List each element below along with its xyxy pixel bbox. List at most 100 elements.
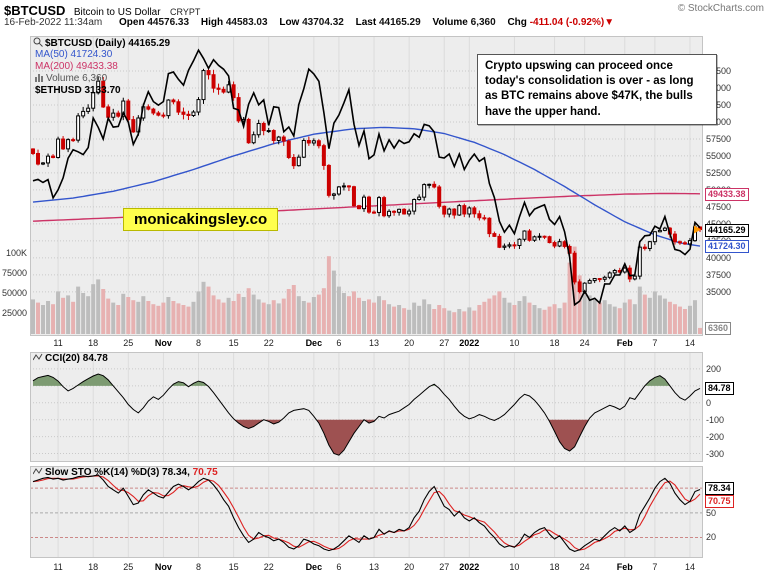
chg-label: Chg: [507, 17, 527, 28]
sto-panel: Slow STO %K(14) %D(3) 78.34, 70.75: [30, 466, 703, 558]
last-value-badge: 44165.29: [705, 223, 749, 237]
x-axis-label: 15: [228, 562, 239, 572]
datetime: 16-Feb-2022 11:34am: [4, 17, 103, 28]
x-axis-label: 7: [652, 562, 658, 572]
header: $BTCUSD Bitcoin to US Dollar CRYPT © Sto…: [4, 2, 766, 20]
cci-axis-label: -200: [706, 431, 725, 442]
x-axis-label: 10: [509, 338, 520, 348]
x-axis-label: 24: [579, 338, 590, 348]
high-label: High: [200, 17, 224, 28]
sto-chart: [30, 466, 703, 558]
x-axis-label: 20: [404, 338, 415, 348]
price-axis-label: 35000: [706, 286, 732, 297]
x-axis-label: 18: [88, 338, 99, 348]
low-label: Low: [279, 17, 300, 28]
x-axis-label: 18: [549, 338, 560, 348]
price-panel: $BTCUSD (Daily) 44165.29 MA(50) 41724.30…: [30, 36, 717, 336]
x-axis-label: 25: [123, 338, 134, 348]
x-axis-label: 2022: [459, 562, 480, 572]
x-axis-label: 27: [439, 338, 450, 348]
volume-axis-label: 100K: [5, 248, 27, 258]
quote-chg: Chg -411.04 (-0.92%)▼: [507, 17, 614, 28]
indicator-icon: [32, 353, 43, 361]
price-chart: [30, 36, 703, 336]
copyright: © StockCharts.com: [677, 3, 764, 14]
x-axis-label: 22: [263, 562, 274, 572]
price-axis-label: 37500: [706, 269, 732, 280]
volume-axis-label: 25000: [1, 308, 27, 318]
symbol-name: Bitcoin to US Dollar: [73, 7, 161, 18]
x-axis-label: 6: [336, 562, 342, 572]
quote-low: Low 43704.32: [279, 17, 344, 28]
last-price-arrow-icon: [694, 225, 701, 234]
legend-ma50-text: MA(50) 41724.30: [35, 49, 113, 60]
price-axis-label: 62500: [706, 99, 732, 110]
x-axis-label: 25: [123, 562, 134, 572]
legend-volume-text: Volume 6,360: [46, 73, 108, 84]
legend-cci-text: CCI(20) 84.78: [45, 353, 108, 364]
symbol-title: $BTCUSD: [4, 3, 66, 18]
price-axis-label: 47500: [706, 201, 732, 212]
sto-axis-label: 50: [706, 507, 717, 518]
last-value-badge: 41724.30: [705, 240, 749, 254]
x-axis-label: 14: [684, 338, 695, 348]
chg-down-arrow-icon: ▼: [604, 17, 615, 28]
x-axis-label: 22: [263, 338, 274, 348]
x-axis-label: 13: [369, 338, 380, 348]
cci-last-badge: 84.78: [705, 382, 734, 396]
chg-value: -411.04 (-0.92%): [529, 17, 605, 28]
cci-axis-label: -300: [706, 448, 725, 459]
price-axis-label: 65000: [706, 82, 732, 93]
legend-volume: Volume 6,360: [35, 73, 107, 84]
open-label: Open: [119, 17, 145, 28]
last-value: 44165.29: [378, 17, 421, 28]
x-axis-label: 11: [53, 338, 63, 348]
volume-bars-icon: [35, 74, 43, 82]
cci-panel: CCI(20) 84.78: [30, 352, 703, 462]
high-value: 44583.03: [225, 17, 268, 28]
x-axis-label: 14: [684, 562, 695, 572]
x-axis-label: 8: [195, 338, 201, 348]
x-axis-label: 18: [549, 562, 560, 572]
low-value: 43704.32: [302, 17, 344, 28]
legend-symbol: $BTCUSD (Daily) 44165.29: [33, 37, 170, 49]
quote-last: Last 44165.29: [356, 17, 421, 28]
callout-annotation: Crypto upswing can proceed once today's …: [477, 54, 717, 125]
quote-open: Open 44576.33: [119, 17, 189, 28]
volume-label: Volume: [432, 17, 468, 28]
quote-bar: 16-Feb-2022 11:34am Open 44576.33 High 4…: [4, 17, 623, 28]
x-axis-label: 10: [509, 562, 520, 572]
quote-volume: Volume 6,360: [432, 17, 495, 28]
legend-ma200: MA(200) 49433.38: [35, 61, 118, 72]
price-axis-label: 57500: [706, 133, 732, 144]
price-axis-label: 67500: [706, 65, 732, 76]
sto-last-badge: 78.34: [705, 481, 734, 495]
legend-eth-text: $ETHUSD 3133.70: [35, 85, 121, 96]
x-axis-label: Nov: [154, 562, 172, 572]
x-axis-label: 20: [404, 562, 415, 572]
legend-cci: CCI(20) 84.78: [32, 353, 108, 364]
sto-axis-label: 20: [706, 532, 717, 543]
x-axis-label: 24: [579, 562, 590, 572]
x-axis-label: Nov: [154, 338, 172, 348]
x-axis-label: 2022: [459, 338, 480, 348]
x-axis-label: 6: [336, 338, 342, 348]
cci-axis-label: 0: [706, 397, 712, 408]
volume-value: 6,360: [470, 17, 496, 28]
x-axis-label: 27: [439, 562, 450, 572]
price-axis-label: 55000: [706, 150, 732, 161]
legend-sto: Slow STO %K(14) %D(3) 78.34, 70.75: [32, 467, 218, 478]
x-axis-label: Dec: [305, 338, 323, 348]
x-axis-label: Feb: [616, 338, 633, 348]
legend-eth: $ETHUSD 3133.70: [35, 85, 121, 96]
cci-chart: [30, 352, 703, 462]
cci-axis-label: -100: [706, 414, 725, 425]
volume-axis-label: 50000: [1, 288, 27, 298]
legend-ma50: MA(50) 41724.30: [35, 49, 112, 60]
watermark-annotation: monicakingsley.co: [123, 208, 279, 231]
x-axis-label: 7: [652, 338, 658, 348]
legend-ma200-text: MA(200) 49433.38: [35, 61, 118, 72]
legend-sto-d-text: 70.75: [192, 467, 218, 478]
price-axis-label: 52500: [706, 167, 732, 178]
